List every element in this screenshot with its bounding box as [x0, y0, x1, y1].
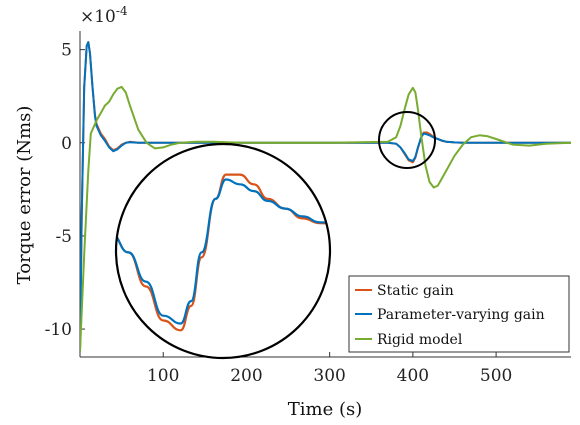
y-tick-label: 5	[61, 41, 72, 61]
y-tick-label: -10	[45, 320, 72, 340]
zoom-inset-background	[116, 144, 330, 358]
exponent-power: -4	[116, 4, 128, 18]
x-tick-label: 500	[480, 366, 512, 386]
x-tick-label: 100	[147, 366, 179, 386]
legend-label-rigid-model: Rigid model	[377, 332, 463, 348]
y-axis-title: Torque error (Nms)	[14, 106, 35, 285]
zoom-inset-circle	[114, 142, 332, 360]
x-tick-label: 400	[397, 366, 429, 386]
x-axis-title: Time (s)	[288, 399, 363, 420]
series-line-rigid-model	[80, 85, 571, 352]
zoom-highlight-circle	[378, 111, 436, 169]
inset-line-parameter-varying-gain	[116, 178, 330, 325]
y-tick-label: 0	[61, 134, 72, 154]
x-tick-label: 300	[313, 366, 345, 386]
legend-box	[348, 275, 570, 353]
y-tick-label: -5	[55, 227, 72, 247]
legend: Static gain Parameter-varying gain Rigid…	[348, 275, 570, 353]
x-tick-label: 200	[230, 366, 262, 386]
legend-label-parameter-varying-gain: Parameter-varying gain	[377, 307, 545, 323]
legend-label-static-gain: Static gain	[377, 283, 454, 299]
exponent-base: ×10	[80, 7, 116, 27]
exponent-label: ×10-4	[80, 4, 128, 27]
